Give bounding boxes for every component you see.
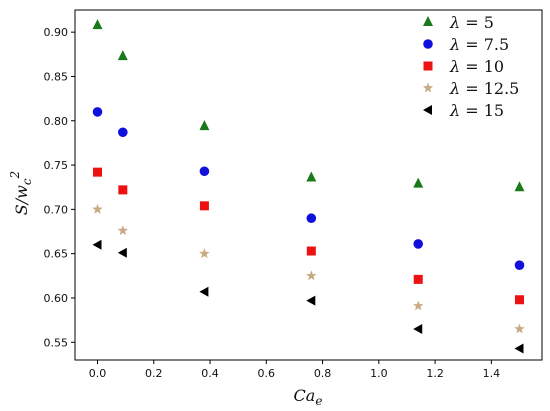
data-point-triangle-left (306, 295, 316, 306)
legend-label-symbol: λ (449, 79, 460, 98)
x-tick-label: 1.2 (426, 367, 444, 380)
data-point-circle (306, 213, 317, 224)
y-axis-title: S/wc2 (8, 171, 34, 215)
x-tick-label: 0.2 (145, 367, 163, 380)
legend-label-symbol: λ (449, 101, 460, 120)
data-point-triangle-up (514, 181, 525, 192)
x-tick-label: 1.4 (483, 367, 501, 380)
data-point-triangle-left (117, 247, 127, 258)
legend-label-equals: = (460, 79, 484, 98)
data-point-triangle-left (92, 239, 102, 250)
legend-marker-triangle-left (423, 105, 432, 115)
data-point-star (514, 323, 525, 334)
legend-label-value: 12.5 (484, 79, 520, 98)
x-tick-label: 0.0 (89, 367, 107, 380)
data-point-triangle-up (199, 120, 210, 131)
y-tick-label: 0.55 (44, 336, 69, 349)
y-axis-ticks: 0.55 0.60 0.65 0.70 0.75 0.80 0.85 0.90 (44, 26, 75, 349)
data-point-triangle-left (514, 343, 524, 354)
legend-marker-circle (423, 39, 433, 49)
legend-label: λ = 5 (449, 13, 494, 32)
y-tick-label: 0.80 (44, 115, 69, 128)
legend: λ = 5λ = 7.5λ = 10λ = 12.5λ = 15 (422, 13, 519, 120)
legend-label-equals: = (460, 35, 484, 54)
data-point-triangle-left (413, 323, 423, 334)
x-tick-label: 0.6 (258, 367, 276, 380)
y-tick-label: 0.75 (44, 159, 69, 172)
legend-marker-star (422, 82, 434, 93)
legend-label-value: 7.5 (484, 35, 509, 54)
x-axis-title-subscript: e (315, 394, 322, 408)
y-tick-label: 0.85 (44, 70, 69, 83)
data-point-star (412, 300, 424, 311)
y-axis-title-superscript: 2 (8, 171, 22, 180)
legend-label: λ = 12.5 (449, 79, 519, 98)
data-point-triangle-up (92, 19, 103, 30)
data-point-square (514, 295, 524, 305)
legend-label-symbol: λ (449, 13, 460, 32)
data-points (92, 19, 525, 354)
data-point-triangle-up (306, 171, 317, 182)
data-point-triangle-up (413, 177, 424, 188)
legend-label-equals: = (460, 13, 484, 32)
plot-frame (74, 9, 543, 361)
x-tick-label: 0.4 (201, 367, 219, 380)
data-point-circle (413, 239, 424, 249)
data-point-square (199, 201, 209, 211)
legend-label-value: 5 (484, 13, 494, 32)
legend-label: λ = 10 (449, 57, 504, 76)
x-axis-title: Cae (294, 386, 323, 408)
data-point-star (92, 203, 103, 214)
legend-label: λ = 7.5 (449, 35, 509, 54)
legend-marker-triangle-up (423, 16, 433, 26)
legend-label-value: 15 (484, 101, 504, 120)
legend-label-equals: = (460, 57, 484, 76)
x-axis-ticks: 0.0 0.2 0.4 0.6 0.8 1.0 1.2 1.4 (89, 360, 500, 380)
data-point-square (118, 185, 128, 195)
x-tick-label: 1.0 (370, 367, 388, 380)
legend-label-symbol: λ (449, 57, 460, 76)
data-point-star (117, 225, 129, 236)
data-point-triangle-left (199, 286, 209, 297)
y-axis-title-subscript: c (20, 178, 34, 185)
y-tick-label: 0.60 (44, 292, 69, 305)
data-point-circle (199, 166, 210, 177)
data-point-circle (92, 107, 103, 117)
y-tick-label: 0.90 (44, 26, 69, 39)
y-tick-label: 0.65 (44, 248, 69, 261)
data-point-square (306, 246, 316, 256)
legend-label-value: 10 (484, 57, 504, 76)
data-point-star (199, 248, 210, 259)
data-point-square (93, 167, 103, 177)
x-tick-label: 0.8 (314, 367, 332, 380)
data-point-star (306, 270, 317, 281)
data-point-circle (514, 260, 525, 270)
legend-label-equals: = (460, 101, 484, 120)
data-point-triangle-up (117, 50, 128, 61)
legend-label: λ = 15 (449, 101, 504, 120)
data-point-square (413, 274, 423, 284)
legend-marker-square (423, 61, 433, 71)
y-tick-label: 0.70 (44, 203, 69, 216)
legend-label-symbol: λ (449, 35, 460, 54)
data-point-circle (118, 127, 128, 138)
